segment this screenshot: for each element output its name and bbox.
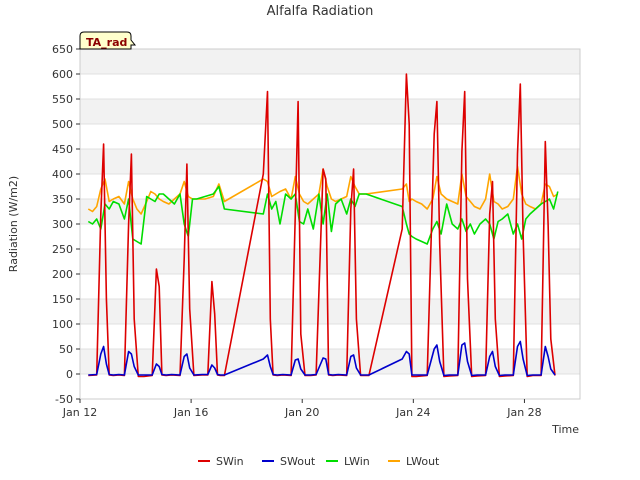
legend-label-swout: SWout — [280, 455, 316, 468]
plot-band — [80, 124, 580, 149]
plot-band — [80, 374, 580, 399]
y-tick-label: -50 — [55, 393, 73, 406]
y-tick-label: 300 — [52, 218, 73, 231]
legend-label-lwin: LWin — [344, 455, 370, 468]
legend-label-lwout: LWout — [406, 455, 440, 468]
plot-band — [80, 324, 580, 349]
y-tick-label: 0 — [66, 368, 73, 381]
x-tick-label: Jan 24 — [395, 406, 430, 419]
y-axis: -50 0 50 100 150 200 250 300 350 400 450 500 550 600 6… — [52, 43, 80, 406]
plot-band — [80, 274, 580, 299]
y-tick-label: 450 — [52, 143, 73, 156]
y-tick-label: 200 — [52, 268, 73, 281]
series-line-swout — [88, 340, 556, 377]
x-tick-label: Jan 16 — [173, 406, 208, 419]
y-tick-label: 250 — [52, 243, 73, 256]
x-axis-label: Time — [551, 423, 579, 436]
ta-rad-badge: TA_rad — [79, 31, 137, 50]
series-line-swin — [88, 73, 556, 378]
plot-band — [80, 224, 580, 249]
series-line-lwin — [87, 185, 559, 245]
x-tick-label: Jan 28 — [506, 406, 541, 419]
badge-shape — [79, 31, 137, 50]
plot-band — [80, 99, 580, 124]
chart-title: Alfalfa Radiation — [267, 4, 374, 19]
y-tick-label: 100 — [52, 318, 73, 331]
plot-band — [80, 74, 580, 99]
plot-band — [80, 49, 580, 74]
series-lines — [87, 73, 559, 378]
legend-label-swin: SWin — [216, 455, 244, 468]
y-tick-label: 500 — [52, 118, 73, 131]
x-tick-label: Jan 12 — [62, 406, 97, 419]
badge-label: TA_rad — [86, 36, 127, 49]
x-tick-label: Jan 20 — [284, 406, 319, 419]
plot-band — [80, 299, 580, 324]
y-tick-label: 600 — [52, 68, 73, 81]
y-tick-label: 550 — [52, 93, 73, 106]
legend: SWin SWout LWin LWout — [198, 455, 440, 468]
x-axis: Jan 12 Jan 16 Jan 20 Jan 24 Jan 28 — [62, 399, 542, 419]
plot-band — [80, 349, 580, 374]
y-tick-label: 650 — [52, 43, 73, 56]
plot-band — [80, 249, 580, 274]
y-tick-label: 50 — [59, 343, 73, 356]
y-tick-label: 400 — [52, 168, 73, 181]
plot-band — [80, 149, 580, 174]
y-tick-label: 350 — [52, 193, 73, 206]
y-tick-label: 150 — [52, 293, 73, 306]
y-axis-label: Radiation (W/m2) — [7, 176, 20, 272]
